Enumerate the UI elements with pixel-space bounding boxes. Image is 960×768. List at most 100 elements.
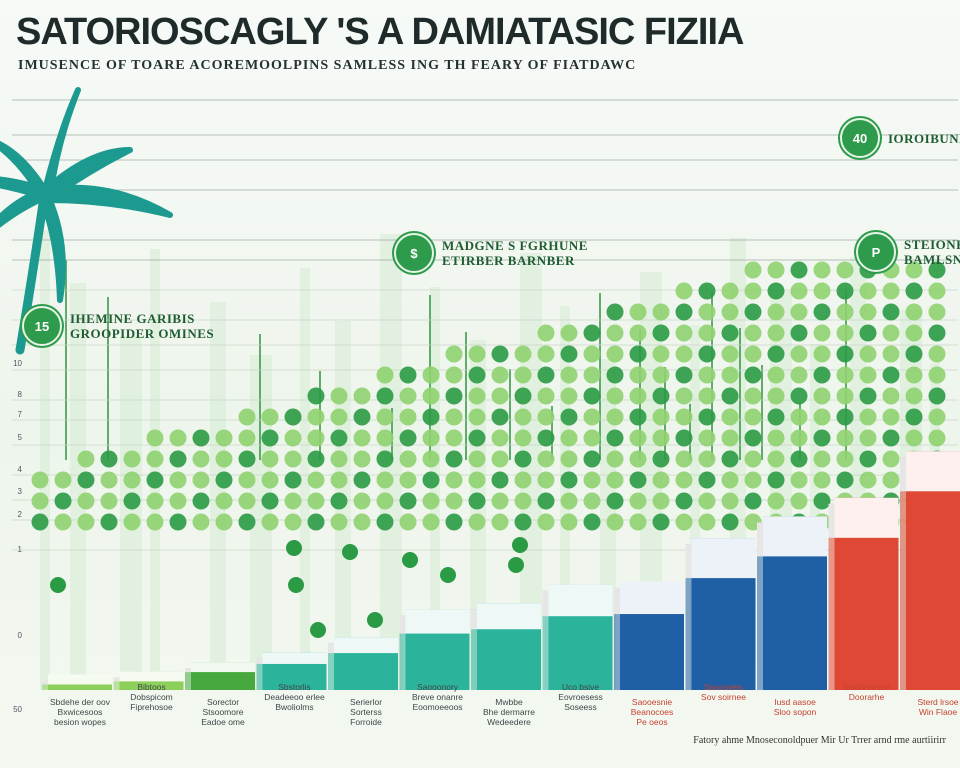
matrix-dot: [767, 450, 785, 468]
matrix-dot: [629, 366, 647, 384]
matrix-dot: [882, 366, 900, 384]
callout-2-line2: ETIRBER BARNBER: [442, 253, 575, 268]
bar-cap: [119, 671, 184, 682]
matrix-dot: [514, 345, 532, 363]
matrix-dot: [767, 261, 785, 279]
matrix-dot: [445, 345, 463, 363]
bar-label-4: Sbstorlis Deadeeoo erlee Bwoliolms: [264, 682, 325, 712]
chart-title: SATORIOSCAGLY 'S A DAMIATASIC FIZIIA: [16, 11, 744, 53]
bars: [42, 451, 960, 690]
matrix-dot: [744, 345, 762, 363]
matrix-dot: [284, 450, 302, 468]
matrix-dot: [928, 282, 946, 300]
matrix-dot: [215, 450, 233, 468]
skyline-column: [70, 283, 86, 690]
matrix-dot: [721, 471, 739, 489]
matrix-dot: [882, 429, 900, 447]
matrix-dot: [698, 324, 716, 342]
matrix-dot: [905, 366, 923, 384]
matrix-dot: [905, 429, 923, 447]
bar-cap: [334, 637, 398, 654]
palm-frond: [0, 176, 48, 199]
matrix-dot: [514, 387, 532, 405]
matrix-dot: [698, 345, 716, 363]
matrix-dot: [77, 450, 95, 468]
matrix-dot: [514, 366, 532, 384]
matrix-dot: [284, 408, 302, 426]
bar-cap: [834, 497, 899, 538]
matrix-dot: [652, 387, 670, 405]
matrix-dot: [560, 408, 578, 426]
bar-2: [113, 671, 184, 690]
matrix-dot: [491, 345, 509, 363]
matrix-dot: [353, 429, 371, 447]
matrix-dot: [629, 429, 647, 447]
chart-subtitle: IMUSENCE OF TOARE ACOREMOOLPINS SAMLESS …: [18, 58, 637, 73]
bar-cap: [763, 516, 827, 557]
matrix-dot: [790, 492, 808, 510]
dot-matrix: [31, 261, 946, 638]
matrix-dot: [629, 303, 647, 321]
matrix-dot: [882, 471, 900, 489]
bar-cap: [691, 538, 756, 579]
matrix-dot: [836, 261, 854, 279]
matrix-dot: [307, 471, 325, 489]
bar-side: [42, 680, 48, 690]
matrix-dot: [238, 429, 256, 447]
matrix-dot: [813, 450, 831, 468]
callout-2-line1: MADGNE S FGRHUNE: [442, 238, 588, 253]
matrix-dot: [744, 450, 762, 468]
matrix-dot: [606, 450, 624, 468]
palm-frond: [39, 187, 66, 303]
matrix-dot: [514, 450, 532, 468]
bar-cap: [191, 662, 255, 673]
matrix-dot: [928, 303, 946, 321]
matrix-dot: [859, 366, 877, 384]
matrix-dot: [491, 492, 509, 510]
matrix-dot: [698, 408, 716, 426]
callout-1-line2: GROOPIDER OMINES: [70, 326, 215, 341]
matrix-dot: [836, 450, 854, 468]
matrix-dot: [560, 471, 578, 489]
matrix-dot: [675, 366, 693, 384]
matrix-dot: [882, 282, 900, 300]
callout-2-badge: $: [394, 233, 434, 273]
matrix-dot: [744, 366, 762, 384]
matrix-dot: [583, 471, 601, 489]
matrix-dot: [330, 471, 348, 489]
scattered-dot: [440, 567, 456, 583]
matrix-dot: [537, 366, 555, 384]
palm-frond: [0, 140, 48, 198]
bar-9: [614, 581, 684, 690]
callout-4: P STEIONBIO BAMLSNE: [856, 232, 960, 272]
bar-side: [399, 615, 406, 690]
matrix-dot: [744, 471, 762, 489]
matrix-dot: [836, 429, 854, 447]
matrix-dot: [77, 513, 95, 531]
matrix-dot: [813, 429, 831, 447]
matrix-dot: [698, 471, 716, 489]
matrix-dot: [721, 513, 739, 531]
matrix-dot: [905, 387, 923, 405]
matrix-dot: [583, 324, 601, 342]
bar-label-1: Sbdehe der oov Bxwicesoos besion wopes: [49, 697, 111, 727]
matrix-dot: [675, 345, 693, 363]
callout-3: 40 IOROIBUNE: [840, 118, 960, 158]
matrix-dot: [261, 492, 279, 510]
matrix-dot: [675, 387, 693, 405]
matrix-dot: [445, 429, 463, 447]
matrix-dot: [859, 324, 877, 342]
matrix-dot: [583, 450, 601, 468]
matrix-dot: [583, 366, 601, 384]
matrix-dot: [491, 450, 509, 468]
matrix-dot: [859, 471, 877, 489]
matrix-dot: [514, 471, 532, 489]
matrix-dot: [721, 324, 739, 342]
matrix-dot: [261, 513, 279, 531]
matrix-dot: [169, 492, 187, 510]
matrix-dot: [859, 282, 877, 300]
matrix-dot: [652, 429, 670, 447]
matrix-dot: [629, 492, 647, 510]
matrix-dot: [790, 261, 808, 279]
bar-cap-side: [828, 503, 835, 538]
